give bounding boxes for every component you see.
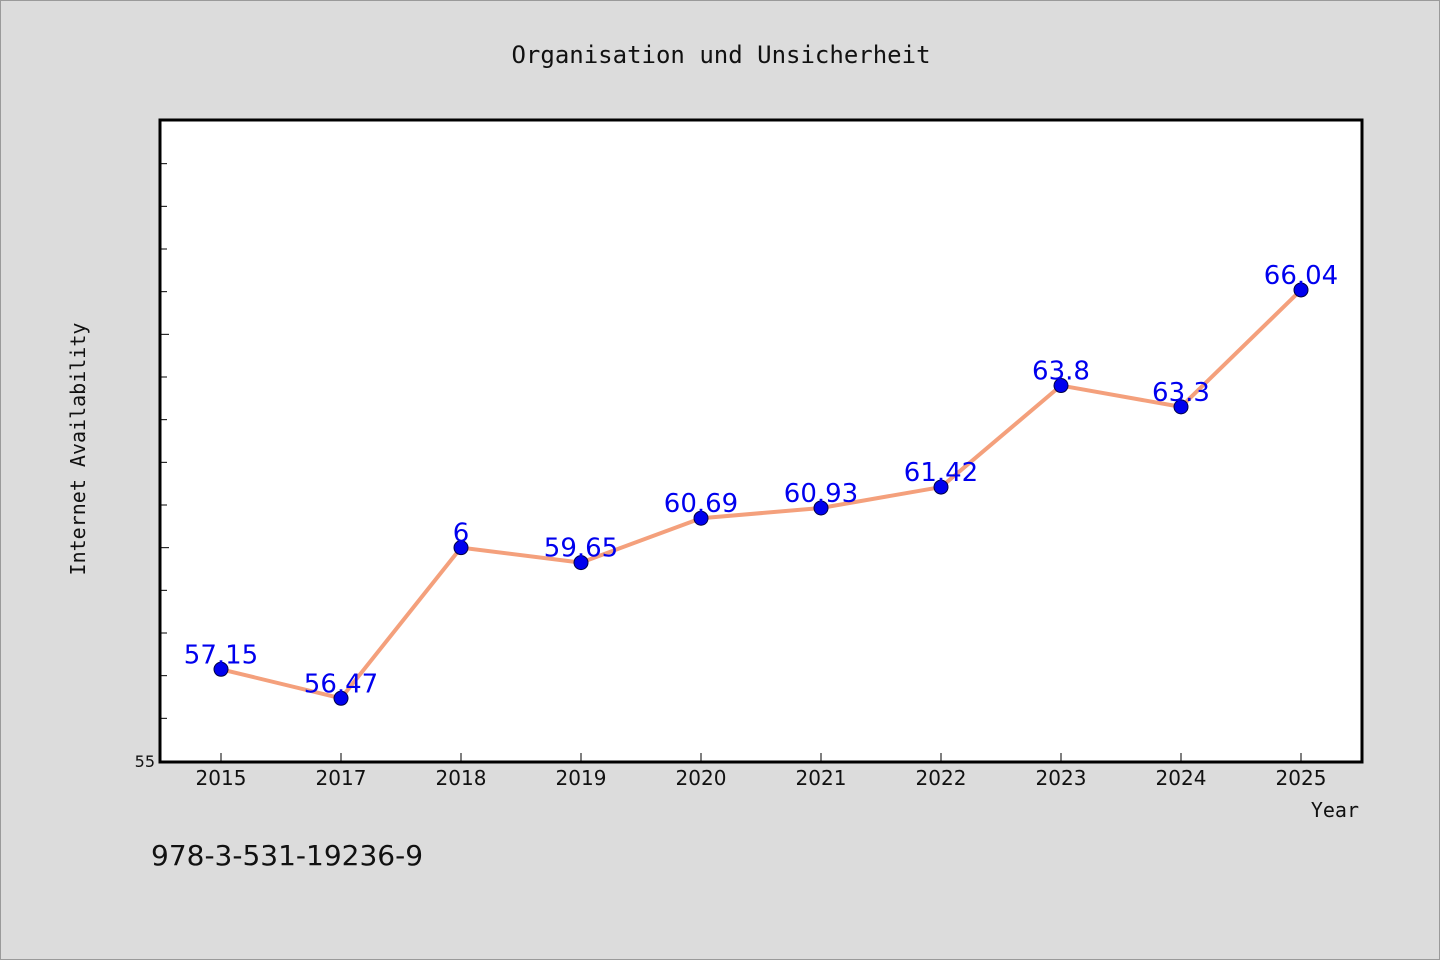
x-axis-label: Year [1311,798,1359,822]
data-point [933,479,949,495]
y-axis-ticks: 55 [135,120,169,771]
x-tick-label: 2017 [316,766,367,790]
data-point [1053,378,1069,394]
data-point [813,500,829,516]
data-label: 57.15 [184,640,258,670]
data-point [1293,282,1309,298]
data-label: 63.3 [1152,378,1210,408]
x-tick-label: 2022 [916,766,967,790]
x-tick-label: 2018 [436,766,487,790]
series-line [220,288,1303,701]
y-axis-label: Internet Availability [66,323,90,576]
data-label: 61.42 [904,458,978,488]
x-tick-label: 2020 [676,766,727,790]
data-label: 66.04 [1264,261,1338,291]
footer-isbn: 978-3-531-19236-9 [151,839,423,872]
x-tick-label: 2015 [196,766,247,790]
x-tick-label: 2019 [556,766,607,790]
data-label: 59.65 [544,534,618,564]
data-point [693,510,709,526]
data-label: 60.93 [784,479,858,509]
series-polyline [220,288,1303,701]
data-point [1173,399,1189,415]
x-tick-label: 2024 [1156,766,1207,790]
data-point [453,540,469,556]
plot-area [158,118,1364,764]
x-tick-label: 2023 [1036,766,1087,790]
data-label: 63.8 [1032,357,1090,387]
data-point [333,690,349,706]
data-labels: 57.15 56.47 6 59.65 60.69 60.93 61.42 63.8 63.3 6… [184,261,1338,699]
data-point [573,555,589,571]
data-label: 56.47 [304,669,378,699]
y-tick-label: 55 [135,752,155,771]
data-label: 6 [453,519,470,549]
chart-title: Organisation und Unsicherheit [511,41,930,69]
x-axis-ticks: 2015 2017 2018 2019 2020 2021 2022 2023 2024 2025 [196,753,1327,790]
x-tick-label: 2025 [1276,766,1327,790]
data-label: 60.69 [664,489,738,519]
data-points [213,282,1309,706]
x-tick-label: 2021 [796,766,847,790]
data-point [213,661,229,677]
